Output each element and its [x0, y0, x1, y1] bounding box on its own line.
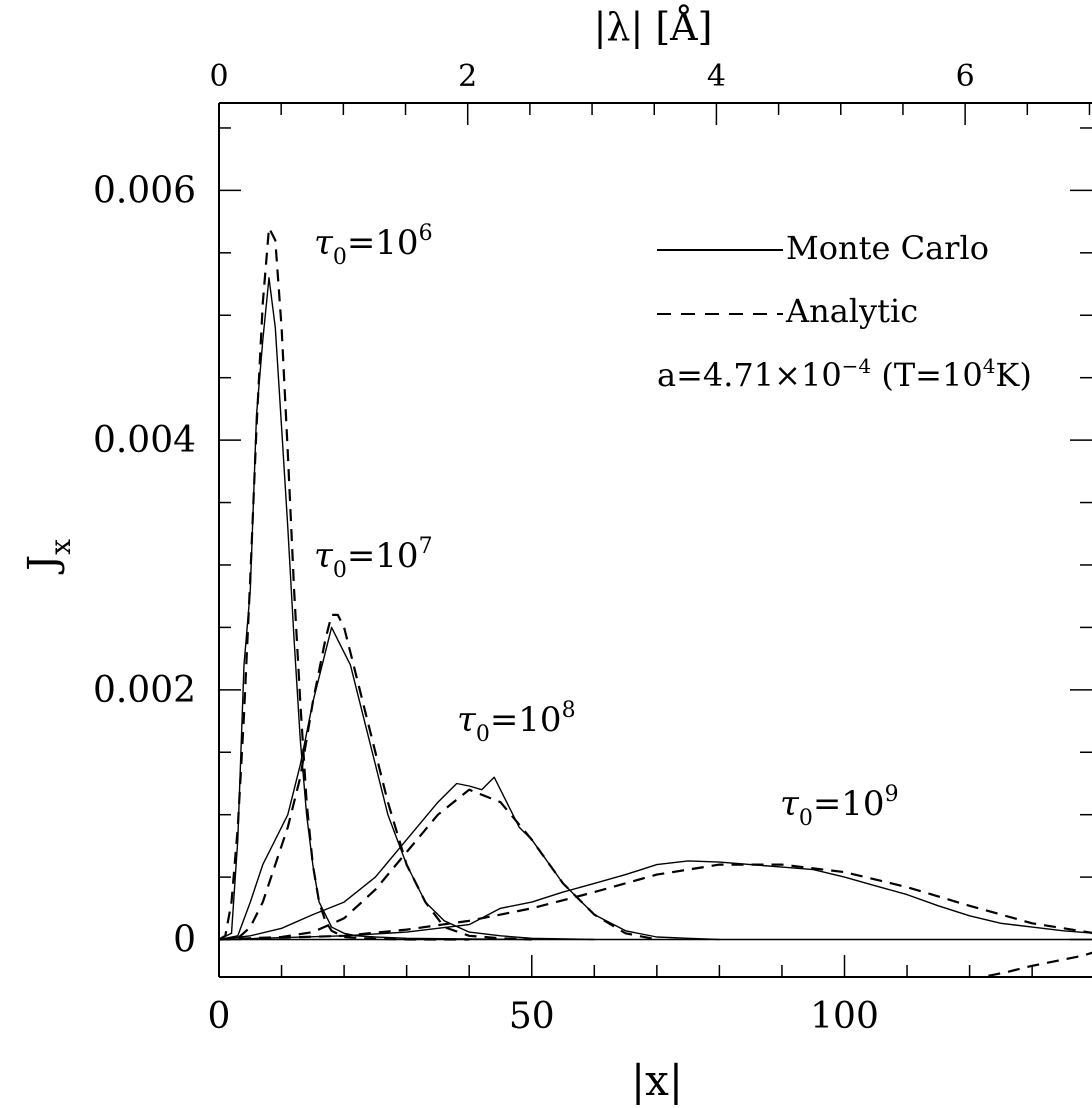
y-tick-label: 0.006 [93, 170, 196, 211]
curve-tau-1e9-dashed [218, 863, 1092, 941]
top-x-tick-label: 6 [956, 59, 975, 94]
legend-label-analytic: Analytic [785, 292, 918, 330]
top-x-tick-label: 4 [707, 59, 726, 94]
annotation-tau-1e9: τ0=109 [780, 782, 899, 831]
plot-frame [218, 102, 1092, 978]
svg-text:Jx: Jx [20, 539, 77, 575]
svg-text:τ0=109: τ0=109 [780, 782, 899, 831]
tick-labels: 0 50 100 0 2 4 6 0 0.002 0.004 0.006 [93, 59, 975, 1037]
top-axis-label: |λ| [Å] [594, 5, 713, 49]
y-tick-label: 0 [173, 920, 196, 961]
y-axis-label: Jx [20, 539, 77, 575]
top-x-tick-label: 0 [209, 59, 228, 94]
svg-text:τ0=106: τ0=106 [314, 221, 433, 270]
svg-text:τ0=107: τ0=107 [314, 534, 433, 583]
legend: Monte Carlo Analytic a=4.71×10−4 (T=104K… [657, 229, 1032, 394]
x-tick-label: 0 [208, 996, 231, 1037]
curve-tau-1e8-dashed [218, 788, 658, 941]
annotation-tau-1e6: τ0=106 [314, 221, 433, 270]
curve-tau-1e6-dashed [218, 226, 470, 941]
curve-tau-1e8-solid [218, 776, 720, 941]
tick-marks [218, 103, 1092, 977]
top-x-tick-label: 2 [458, 59, 477, 94]
x-axis-label: |x| [631, 1056, 683, 1105]
curve-tau-1e9-solid [218, 860, 1092, 941]
y-tick-label: 0.002 [93, 670, 196, 711]
x-tick-label: 50 [509, 996, 555, 1037]
y-tick-label: 0.004 [93, 420, 196, 461]
curve-tau-1e7-solid [218, 626, 595, 941]
x-tick-label: 100 [810, 996, 879, 1037]
curves [218, 226, 1092, 977]
curve-tau-1e7-dashed [218, 613, 532, 941]
legend-label-monte-carlo: Monte Carlo [786, 229, 989, 267]
svg-text:τ0=108: τ0=108 [457, 698, 576, 747]
annotation-tau-1e8: τ0=108 [457, 698, 576, 747]
curve-tau-1e6-solid [218, 277, 532, 941]
curve-tau-edge-dashed [988, 951, 1092, 977]
legend-parameter-note: a=4.71×10−4 (T=104K) [657, 354, 1032, 394]
annotation-tau-1e7: τ0=107 [314, 534, 433, 583]
